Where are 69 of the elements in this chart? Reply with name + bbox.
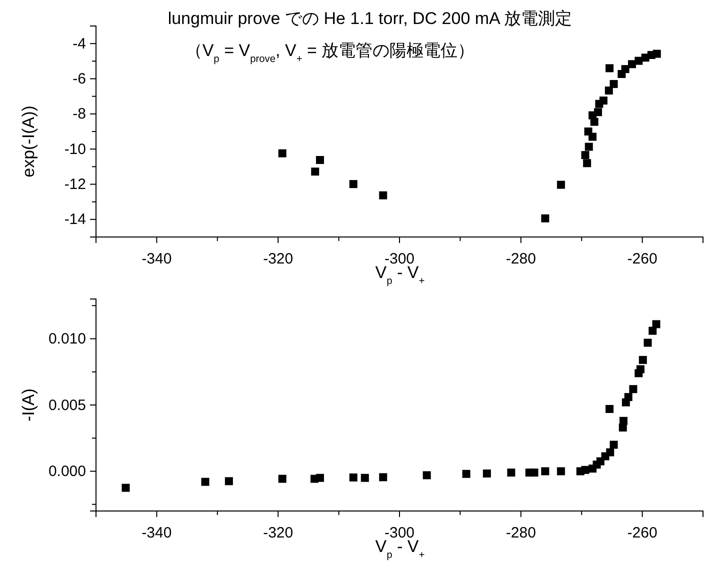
point bbox=[606, 404, 614, 413]
y-tick-label: -10 bbox=[64, 140, 86, 158]
y-tick-label: 0.010 bbox=[48, 330, 86, 348]
y-tick-label: 0.005 bbox=[48, 396, 86, 414]
x-axis-title: V$_{p}$ - V$_{+}$ bbox=[375, 537, 425, 560]
point bbox=[606, 64, 614, 72]
x-tick-label: -260 bbox=[627, 524, 658, 542]
point bbox=[556, 180, 565, 189]
point bbox=[122, 484, 130, 492]
y-tick-label: -14 bbox=[64, 211, 86, 228]
point bbox=[584, 128, 592, 136]
chart-title: lungmuir prove での He 1.1 torr, DC 200 mA 放電測定 bbox=[168, 9, 572, 28]
point bbox=[629, 385, 638, 394]
point bbox=[583, 159, 592, 168]
point bbox=[652, 50, 661, 58]
point bbox=[379, 191, 388, 200]
y-tick-label: -12 bbox=[64, 176, 86, 194]
point bbox=[316, 156, 324, 164]
point bbox=[621, 65, 630, 74]
point bbox=[652, 320, 660, 328]
point bbox=[422, 471, 431, 480]
point bbox=[594, 108, 602, 116]
x-tick-label: -340 bbox=[142, 524, 172, 542]
x-tick-label: -280 bbox=[506, 524, 536, 542]
point bbox=[530, 468, 538, 477]
point bbox=[606, 448, 614, 456]
point bbox=[624, 393, 632, 402]
point bbox=[634, 56, 643, 65]
point bbox=[201, 478, 210, 486]
point bbox=[604, 86, 613, 95]
point bbox=[584, 142, 593, 151]
point bbox=[507, 468, 516, 477]
point bbox=[278, 474, 286, 483]
x-tick-label: -320 bbox=[263, 250, 294, 268]
point bbox=[648, 326, 657, 335]
point bbox=[482, 470, 491, 478]
x-tick-label: -320 bbox=[263, 524, 294, 542]
point bbox=[541, 214, 550, 222]
y-tick-label: 0.000 bbox=[48, 463, 86, 480]
point bbox=[541, 467, 550, 476]
text: （V$_{p}$ = V$_{prove}$, V$_{+}$ = 放電管の陽極電位） bbox=[185, 41, 475, 64]
x-axis-title: V$_{p}$ - V$_{+}$ bbox=[375, 263, 425, 286]
x-tick-label: -260 bbox=[627, 250, 658, 268]
point bbox=[379, 473, 388, 482]
point bbox=[360, 474, 369, 482]
point bbox=[278, 149, 286, 158]
point bbox=[311, 168, 320, 176]
point bbox=[636, 365, 644, 374]
point bbox=[349, 473, 358, 482]
point bbox=[224, 477, 233, 486]
x-tick-label: -340 bbox=[142, 250, 172, 268]
y-axis-title: -I(A) bbox=[19, 388, 38, 422]
point bbox=[610, 440, 618, 449]
point bbox=[349, 180, 358, 188]
y-tick-label: -6 bbox=[72, 70, 86, 88]
point bbox=[581, 466, 590, 474]
point bbox=[638, 356, 647, 364]
point bbox=[599, 96, 608, 105]
point bbox=[556, 467, 565, 476]
point bbox=[316, 474, 324, 482]
point bbox=[644, 338, 652, 347]
x-tick-label: -280 bbox=[506, 250, 536, 268]
y-tick-label: -4 bbox=[72, 35, 86, 52]
point bbox=[619, 416, 628, 425]
point bbox=[610, 80, 618, 88]
point bbox=[462, 470, 470, 478]
y-axis-title: exp(-I(A)) bbox=[19, 106, 38, 178]
point bbox=[581, 151, 590, 160]
y-tick-label: -8 bbox=[72, 106, 86, 123]
